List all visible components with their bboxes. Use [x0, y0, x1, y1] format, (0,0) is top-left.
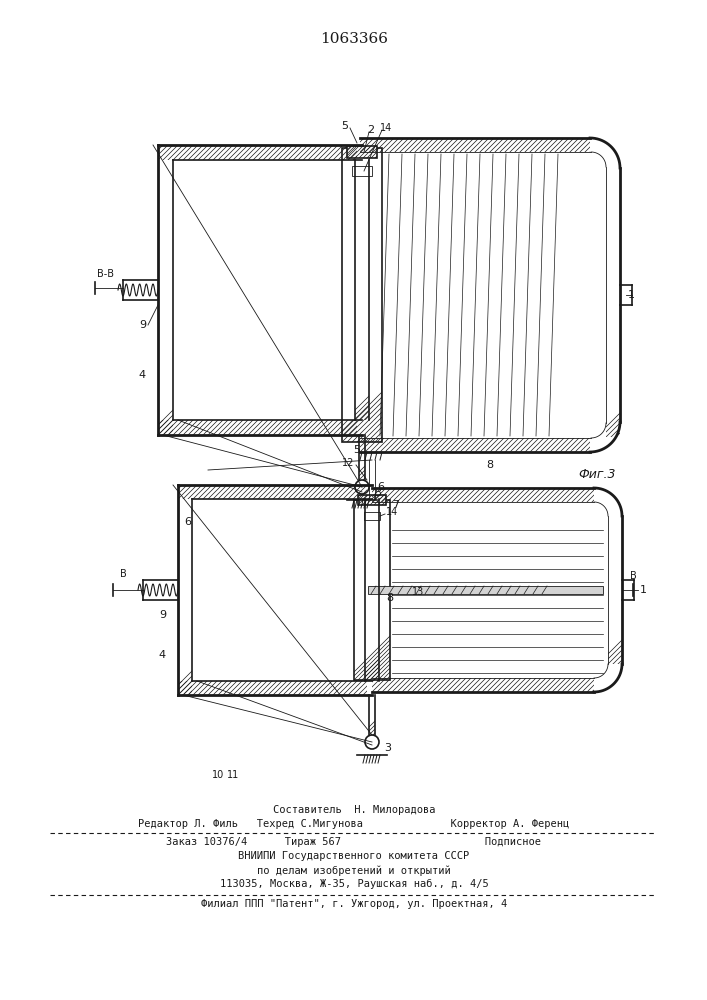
Bar [178, 485, 192, 695]
Text: 2: 2 [367, 125, 374, 135]
Text: 10: 10 [212, 770, 224, 780]
Text: 9: 9 [159, 610, 166, 620]
Bar [178, 681, 367, 695]
Text: 14: 14 [380, 123, 392, 133]
Bar [354, 500, 390, 680]
Text: 3: 3 [374, 488, 381, 498]
Text: 13: 13 [412, 587, 424, 597]
Bar [178, 485, 367, 499]
Text: 9: 9 [139, 320, 146, 330]
Bar [342, 148, 382, 442]
Text: 4: 4 [159, 650, 166, 660]
Text: 12: 12 [341, 458, 354, 468]
Bar [365, 499, 379, 681]
Bar [158, 145, 173, 435]
Bar [358, 495, 386, 505]
Text: 3: 3 [384, 743, 391, 753]
Text: В-В: В-В [96, 269, 114, 279]
Circle shape [365, 735, 379, 749]
Text: 8: 8 [486, 460, 493, 470]
Text: В: В [119, 569, 127, 579]
Bar [158, 420, 357, 435]
Bar [354, 500, 390, 680]
Bar [360, 438, 590, 452]
Text: 11: 11 [227, 770, 239, 780]
Text: 4: 4 [139, 370, 146, 380]
Text: Составитель  Н. Милорадова: Составитель Н. Милорадова [273, 805, 436, 815]
Bar [347, 146, 377, 158]
Bar [342, 148, 382, 442]
Bar [359, 435, 365, 480]
Text: 5: 5 [353, 445, 360, 455]
Bar [352, 166, 372, 176]
Bar [358, 495, 386, 505]
Bar [608, 516, 622, 664]
Text: Редактор Л. Филь   Техред С.Мигунова              Корректор А. Ференц: Редактор Л. Филь Техред С.Мигунова Корре… [139, 819, 570, 829]
Text: 1063366: 1063366 [320, 32, 388, 46]
Bar [369, 695, 375, 735]
Text: Филиал ППП "Патент", г. Ужгород, ул. Проектная, 4: Филиал ППП "Патент", г. Ужгород, ул. Про… [201, 899, 507, 909]
Text: 5: 5 [341, 121, 348, 131]
Bar [372, 678, 594, 692]
Circle shape [355, 480, 369, 494]
Text: 8: 8 [386, 593, 393, 603]
Text: по делам изобретений и открытий: по делам изобретений и открытий [257, 865, 451, 876]
Text: Фиг.3: Фиг.3 [578, 468, 616, 482]
Bar [347, 146, 377, 158]
Text: 6: 6 [185, 517, 192, 527]
Bar [364, 512, 380, 520]
Bar [158, 145, 357, 160]
Text: 1: 1 [640, 585, 647, 595]
Bar [360, 138, 590, 152]
Text: 7: 7 [392, 500, 399, 510]
Text: Заказ 10376/4      Тираж 567                       Подписное: Заказ 10376/4 Тираж 567 Подписное [167, 837, 542, 847]
Text: 14: 14 [386, 507, 398, 517]
Bar [368, 586, 603, 594]
Text: 113035, Москва, Ж-35, Раушская наб., д. 4/5: 113035, Москва, Ж-35, Раушская наб., д. … [220, 879, 489, 889]
Text: ВНИИПИ Государственного комитета СССР: ВНИИПИ Государственного комитета СССР [238, 851, 469, 861]
Text: В: В [630, 571, 636, 581]
Bar [372, 488, 594, 502]
Text: 1: 1 [628, 290, 635, 300]
Bar [606, 153, 620, 437]
Text: 6: 6 [377, 482, 384, 492]
Bar [355, 160, 369, 420]
